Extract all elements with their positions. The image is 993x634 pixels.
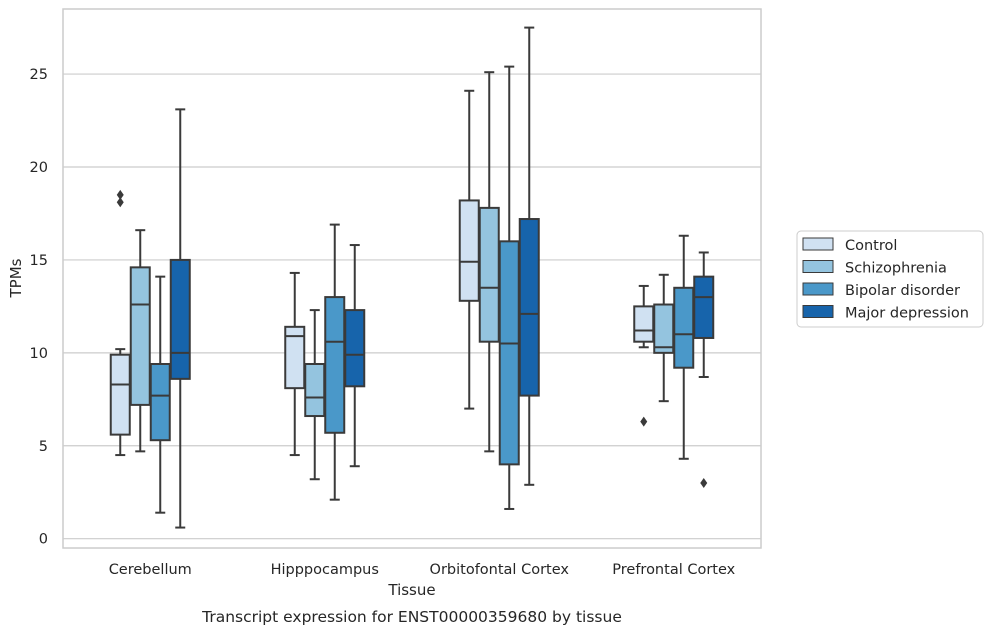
iqr-box [169,258,191,380]
legend-swatch [802,282,834,296]
x-tick-labels: Cerebellum Hipppocampus Orbitofontal Corte… [109,562,736,578]
y-tick-label: 15 [30,253,48,269]
box-major-depression [693,251,715,488]
iqr-box [518,218,540,397]
legend-swatch [802,260,834,273]
iqr-box [324,296,346,434]
legend-swatch [802,305,834,318]
iqr-box [109,353,131,436]
box-bipolar-disorder [498,65,520,510]
box-control [458,89,480,410]
y-axis-label: TPMs [7,258,25,298]
outlier-point [116,197,124,208]
box-control [633,284,655,427]
box-bipolar-disorder [324,223,346,501]
y-tick-labels: 0 5 10 15 20 25 [30,67,48,548]
iqr-box [673,286,695,369]
iqr-box [344,309,366,388]
box-schizophrenia [129,229,151,453]
box-schizophrenia [478,71,500,453]
outlier-point [640,416,648,427]
box-schizophrenia [653,273,675,403]
legend-swatch [802,237,834,251]
iqr-box [304,362,326,418]
legend-label: Control [845,238,897,254]
box-schizophrenia [304,309,326,481]
iqr-box [633,305,655,343]
x-tick-label: Hipppocampus [271,562,379,578]
y-tick-label: 0 [39,532,48,548]
iqr-box [478,206,500,343]
legend: Control Schizophrenia Bipolar disorder Majo… [796,230,984,328]
iqr-box [149,362,171,442]
iqr-box [693,275,715,339]
iqr-box [498,240,520,466]
legend-label: Schizophrenia [845,261,947,277]
legend-label: Major depression [845,306,969,322]
y-tick-label: 25 [30,67,48,83]
iqr-box [458,199,480,302]
box-major-depression [518,26,540,486]
box-major-depression [169,108,191,529]
outlier-point [700,477,708,488]
iqr-box [284,325,306,390]
legend-label: Bipolar disorder [845,283,960,299]
box-major-depression [344,244,366,468]
box-bipolar-disorder [149,275,171,514]
boxes [109,26,715,529]
chart-caption: Transcript expression for ENST0000035968… [201,608,622,626]
plot-frame [62,8,762,549]
x-tick-label: Orbitofontal Cortex [430,562,570,578]
outlier-point [116,189,124,200]
box-control [109,189,131,457]
box-control [284,271,306,457]
y-tick-label: 5 [39,439,48,455]
y-tick-label: 20 [30,160,48,176]
box-bipolar-disorder [673,234,695,460]
iqr-box [129,266,151,406]
y-tick-label: 10 [30,346,48,362]
x-tick-label: Prefrontal Cortex [612,562,735,578]
x-tick-label: Cerebellum [109,562,192,578]
x-axis-label: Tissue [387,581,435,599]
legend-frame [796,230,984,328]
iqr-box [653,303,675,354]
